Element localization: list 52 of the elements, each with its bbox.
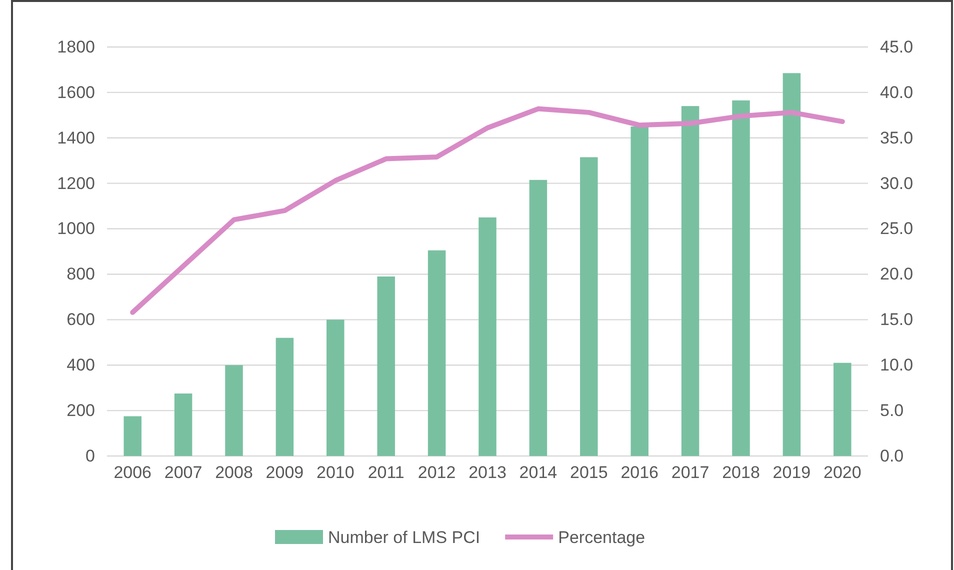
bar bbox=[124, 416, 142, 456]
x-tick-label: 2011 bbox=[368, 463, 404, 482]
bar bbox=[782, 73, 801, 456]
x-tick-label: 2019 bbox=[772, 463, 811, 482]
x-tick-label: 2020 bbox=[823, 463, 862, 482]
bar bbox=[326, 320, 344, 456]
bar bbox=[529, 180, 548, 456]
x-tick-label: 2007 bbox=[164, 463, 202, 482]
x-tick-label: 2013 bbox=[468, 463, 506, 482]
bar bbox=[225, 365, 243, 456]
y2-tick-label: 35.0 bbox=[880, 128, 914, 148]
x-tick-label: 2008 bbox=[215, 463, 253, 482]
y-tick-label: 1000 bbox=[57, 219, 95, 238]
bar bbox=[174, 394, 192, 456]
y-tick-label: 1600 bbox=[57, 82, 95, 102]
y2-tick-label: 15.0 bbox=[880, 310, 914, 330]
x-tick-label: 2014 bbox=[519, 463, 558, 482]
x-tick-label: 2006 bbox=[114, 463, 152, 482]
y-tick-label: 1200 bbox=[57, 174, 95, 193]
x-tick-label: 2017 bbox=[671, 463, 710, 482]
bar bbox=[630, 126, 648, 456]
y-tick-label: 600 bbox=[66, 310, 95, 330]
legend-label: Percentage bbox=[558, 528, 646, 547]
legend-label: Number of LMS PCI bbox=[328, 528, 480, 547]
y2-tick-label: 25.0 bbox=[880, 219, 914, 238]
y-tick-label: 0 bbox=[86, 446, 95, 466]
bar bbox=[428, 250, 446, 456]
bar bbox=[732, 100, 750, 456]
y2-tick-label: 30.0 bbox=[880, 174, 914, 193]
bar bbox=[681, 106, 700, 456]
x-tick-label: 2009 bbox=[266, 463, 304, 482]
y2-tick-label: 10.0 bbox=[880, 356, 914, 375]
bar bbox=[377, 276, 395, 456]
y2-tick-label: 20.0 bbox=[880, 264, 914, 284]
y2-tick-label: 5.0 bbox=[880, 400, 904, 420]
bar bbox=[580, 157, 598, 456]
y-tick-label: 1800 bbox=[57, 37, 95, 56]
y-tick-label: 1400 bbox=[57, 128, 95, 148]
bar bbox=[276, 338, 294, 456]
x-tick-label: 2015 bbox=[570, 463, 608, 482]
x-tick-label: 2012 bbox=[418, 463, 456, 482]
bar bbox=[834, 362, 852, 456]
y2-tick-label: 0.0 bbox=[880, 446, 904, 466]
x-tick-label: 2010 bbox=[316, 463, 354, 482]
y-tick-label: 400 bbox=[66, 356, 95, 375]
y2-tick-label: 40.0 bbox=[880, 82, 914, 102]
y-tick-label: 800 bbox=[66, 264, 95, 284]
y-tick-label: 200 bbox=[66, 400, 95, 420]
x-tick-label: 2016 bbox=[620, 463, 659, 482]
y2-tick-label: 45.0 bbox=[880, 37, 914, 56]
x-tick-label: 2018 bbox=[722, 463, 760, 482]
bar bbox=[478, 217, 496, 456]
